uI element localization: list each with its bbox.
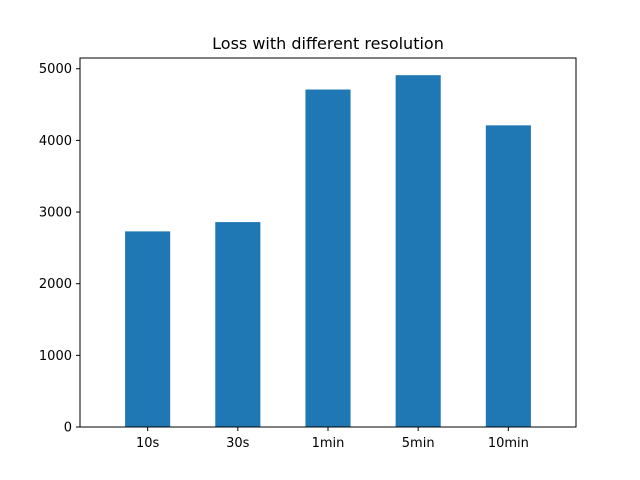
bars-group <box>125 75 531 428</box>
y-tick-label: 1000 <box>39 349 72 364</box>
plot-frame <box>79 57 577 428</box>
chart-title: Loss with different resolution <box>212 34 444 53</box>
bar-10s <box>125 231 171 427</box>
y-tick-label: 0 <box>64 421 72 436</box>
y-tick-label: 3000 <box>39 206 72 221</box>
bar-5min <box>395 75 441 428</box>
bar-30s <box>215 222 261 427</box>
x-tick-label: 10s <box>136 436 160 451</box>
x-tick-label: 30s <box>226 436 250 451</box>
y-tick-label: 5000 <box>39 62 72 77</box>
y-tick-label: 2000 <box>39 277 72 292</box>
bar-1min <box>305 89 351 427</box>
y-axis: 0 1000 2000 3000 4000 5000 <box>39 62 80 436</box>
x-tick-label: 10min <box>488 436 529 451</box>
y-tick-label: 4000 <box>39 134 72 149</box>
x-tick-label: 5min <box>402 436 435 451</box>
x-tick-label: 1min <box>312 436 345 451</box>
x-axis: 10s 30s 1min 5min 10min <box>136 427 529 451</box>
bar-10min <box>485 125 531 428</box>
